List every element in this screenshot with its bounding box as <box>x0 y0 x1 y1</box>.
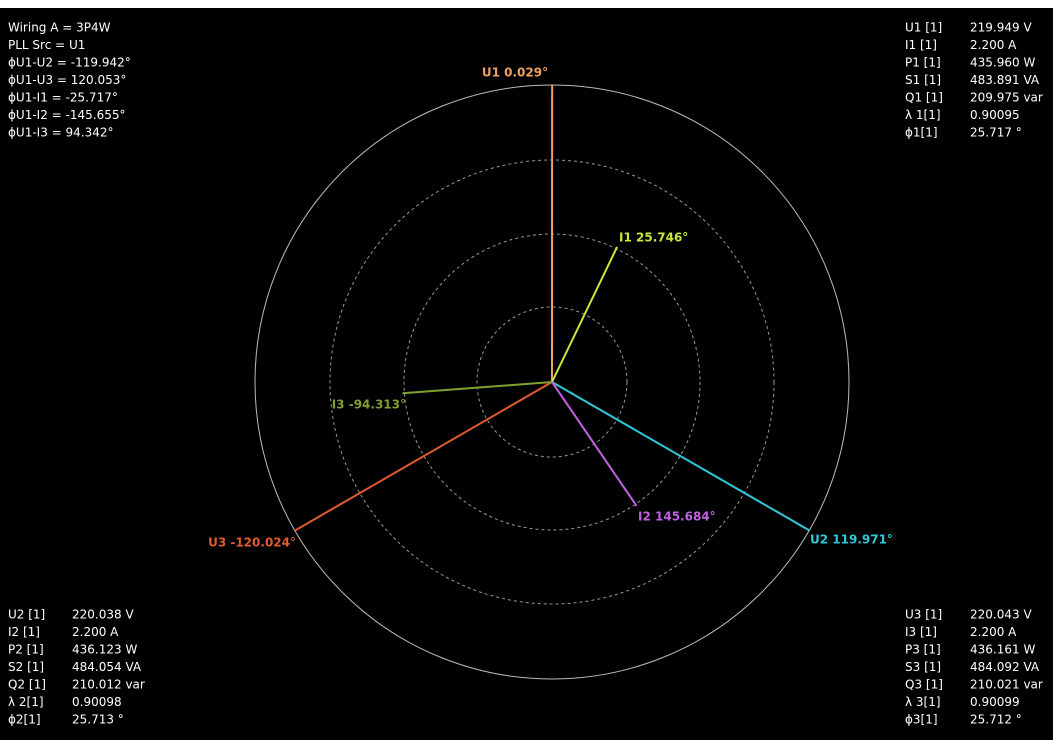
readout-label: S3 [1] <box>905 660 941 674</box>
readout-label: I3 [1] <box>905 625 937 639</box>
readout-row: ϕU1-I3 = 94.342° <box>8 126 114 140</box>
readout-label: λ 2[1] <box>8 695 44 709</box>
readout-value: 2.200 A <box>970 38 1017 52</box>
readout-row: ϕU1-U2 = -119.942° <box>8 56 131 70</box>
readout-label: P3 [1] <box>905 643 941 657</box>
readout-row: ϕU1-U3 = 120.053° <box>8 73 126 87</box>
readout-value: 0.90095 <box>970 108 1020 122</box>
readout-value: 483.891 VA <box>970 73 1040 87</box>
readout-label: U3 [1] <box>905 608 942 622</box>
readout-label: U1 [1] <box>905 21 942 35</box>
readout-value: 0.90099 <box>970 695 1020 709</box>
readout-value: 435.960 W <box>970 56 1035 70</box>
readout-label: Q1 [1] <box>905 91 943 105</box>
readout-value: 210.021 var <box>970 678 1043 692</box>
readout-label: I1 [1] <box>905 38 937 52</box>
readout-label: λ 3[1] <box>905 695 941 709</box>
phasor-vector <box>294 381 553 532</box>
readout-label: U2 [1] <box>8 608 45 622</box>
readout-value: 220.043 V <box>970 608 1032 622</box>
readout-value: 25.717 ° <box>970 126 1022 140</box>
readout-value: 0.90098 <box>72 695 122 709</box>
readout-label: ϕ2[1] <box>8 713 41 727</box>
phasor-vector <box>551 381 638 507</box>
readout-value: 220.038 V <box>72 608 134 622</box>
phasor-vector <box>402 381 553 395</box>
phasor-group <box>294 84 810 532</box>
readout-label: λ 1[1] <box>905 108 941 122</box>
readout-row: PLL Src = U1 <box>8 38 85 52</box>
readout-label: Q3 [1] <box>905 678 943 692</box>
readout-row: Wiring A = 3P4W <box>8 21 111 35</box>
readout-label: Q2 [1] <box>8 678 46 692</box>
phasor-label: I3 -94.313° <box>332 398 406 412</box>
readout-value: 2.200 A <box>970 625 1017 639</box>
phasor-vector <box>551 381 810 532</box>
readout-label: S2 [1] <box>8 660 44 674</box>
readout-value: 484.054 VA <box>72 660 142 674</box>
phasor-vector <box>551 246 619 383</box>
phasor-label: U3 -120.024° <box>208 536 296 550</box>
readout-label: ϕ3[1] <box>905 713 938 727</box>
grid-circle <box>476 306 628 458</box>
readout-row: ϕU1-I1 = -25.717° <box>8 91 118 105</box>
readout-label: S1 [1] <box>905 73 941 87</box>
readout-value: 484.092 VA <box>970 660 1040 674</box>
phasor-label: I1 25.746° <box>619 231 688 245</box>
readout-value: 209.975 var <box>970 91 1043 105</box>
readout-value: 2.200 A <box>72 625 119 639</box>
readout-value: 219.949 V <box>970 21 1032 35</box>
readout-label: P1 [1] <box>905 56 941 70</box>
readout-label: P2 [1] <box>8 643 44 657</box>
phasor-label: U2 119.971° <box>810 533 893 547</box>
phasor-label: I2 145.684° <box>638 510 716 524</box>
screen-background <box>0 8 1053 740</box>
readout-value: 436.161 W <box>970 643 1035 657</box>
readout-value: 210.012 var <box>72 678 145 692</box>
phasor-label: U1 0.029° <box>482 66 548 80</box>
readout-row: ϕU1-I2 = -145.655° <box>8 108 125 122</box>
readout-value: 436.123 W <box>72 643 137 657</box>
readout-label: ϕ1[1] <box>905 126 938 140</box>
readout-label: I2 [1] <box>8 625 40 639</box>
readout-value: 25.713 ° <box>72 713 124 727</box>
readouts: Wiring A = 3P4W PLL Src = U1 ϕU1-U2 = -119… <box>8 21 1043 727</box>
readout-value: 25.712 ° <box>970 713 1022 727</box>
